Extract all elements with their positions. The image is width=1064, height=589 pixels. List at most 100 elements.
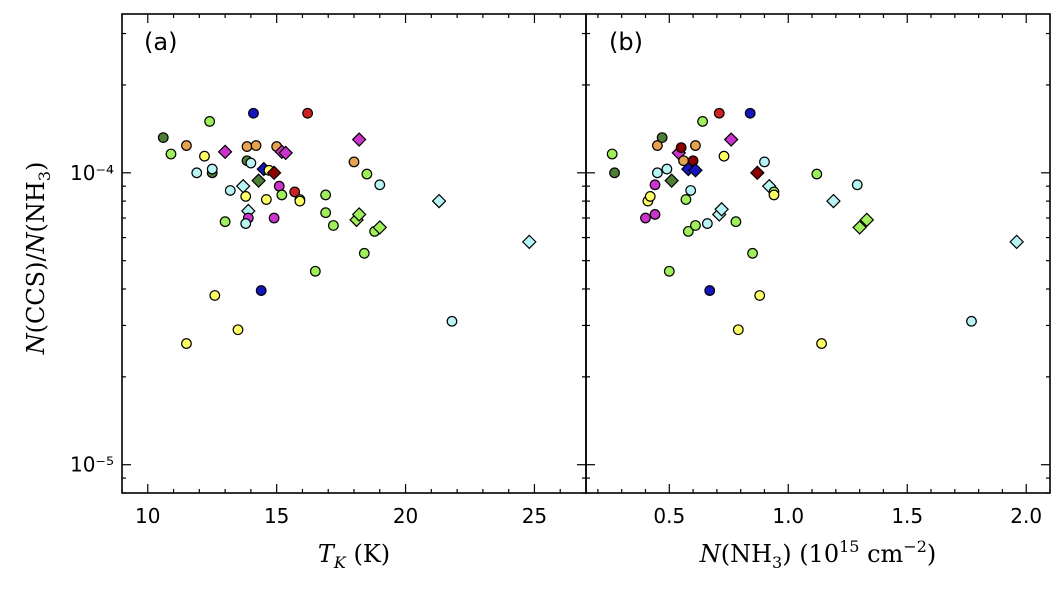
svg-text:N(CCS)/N(NH3): N(CCS)/N(NH3) xyxy=(22,162,54,356)
panel-a: 10 15 20 25 10⁻⁵ 10⁻⁴ (a) TK (K) xyxy=(70,13,587,572)
panel-b-marker-diamond xyxy=(749,165,765,181)
panel-a-marker-circle xyxy=(199,150,210,162)
panel-b-marker-circle xyxy=(649,179,661,191)
x-tick-label: 1.0 xyxy=(772,504,804,528)
panel-b-marker-circle xyxy=(685,185,697,196)
panel-b-marker-circle xyxy=(811,168,823,180)
panel-a-marker-circle xyxy=(181,338,192,349)
panel-a-label: (a) xyxy=(144,28,177,56)
panel-b-marker-circle xyxy=(663,265,675,277)
panel-b-marker-circle xyxy=(680,194,692,205)
x-tick-label: 15 xyxy=(264,504,289,528)
panel-a-marker-diamond xyxy=(278,145,294,161)
panel-b-marker-circle xyxy=(656,132,668,144)
panel-a-marker-circle xyxy=(276,189,288,201)
panel-a-marker-diamond xyxy=(235,178,251,194)
panel-a-ticks: 10 15 20 25 10⁻⁵ 10⁻⁴ xyxy=(70,14,587,528)
x-tick-label: 25 xyxy=(522,504,547,528)
y-tick-label: 10⁻⁴ xyxy=(70,161,114,185)
panel-b-marker-circle xyxy=(661,163,673,175)
panel-b-marker-circle xyxy=(744,107,756,119)
panel-b-marker-circle xyxy=(690,140,701,151)
panel-b-marker-circle xyxy=(640,212,651,224)
x-tick-label: 0.5 xyxy=(653,504,685,528)
panel-b-marker-diamond xyxy=(826,193,841,209)
x-tick-label: 1.5 xyxy=(891,504,923,528)
panel-b-marker-circle xyxy=(644,191,656,202)
panel-a-marker-circle xyxy=(165,148,177,160)
panel-b-marker-diamond xyxy=(688,162,703,178)
panel-b-marker-circle xyxy=(747,247,758,259)
panel-a-marker-circle xyxy=(361,168,373,180)
panel-a-marker-circle xyxy=(260,194,272,205)
panel-a-marker-circle xyxy=(232,324,244,336)
panel-b-marker-circle xyxy=(713,107,725,119)
panel-a-marker-circle xyxy=(348,156,360,168)
panel-b-marker-circle xyxy=(609,167,620,179)
panel-a-marker-circle xyxy=(240,218,252,229)
panel-b-marker-circle xyxy=(851,179,863,191)
panel-a-marker-circle xyxy=(289,186,301,198)
panel-b-frame xyxy=(585,13,1051,494)
panel-a-marker-circle xyxy=(224,185,236,196)
panel-a-marker-circle xyxy=(255,285,267,296)
panel-b-marker-circle xyxy=(682,225,694,237)
panel-a-marker-circle xyxy=(248,107,259,119)
panel-b-marker-diamond xyxy=(1009,234,1025,250)
panel-a-marker-circle xyxy=(181,140,192,151)
x-tick-label: 2.0 xyxy=(1010,504,1042,528)
panel-b-x-axis-label: N(NH3) (1015 cm−2) xyxy=(699,537,937,572)
panel-b-marker-circle xyxy=(701,218,713,229)
panel-a-marker-diamond xyxy=(351,132,367,147)
panel-a-marker-diamond xyxy=(351,207,367,222)
panel-b-ticks: 0.5 1.0 1.5 2.0 xyxy=(586,14,1051,528)
panel-a-frame xyxy=(121,13,587,494)
svg-text:N(NH3) (1015 cm−2): N(NH3) (1015 cm−2) xyxy=(699,537,937,572)
panel-a-marker-circle xyxy=(446,315,458,327)
panel-b-marker-circle xyxy=(697,116,708,127)
panel-b-marker-circle xyxy=(718,150,730,162)
panel-b-marker-circle xyxy=(704,285,716,296)
panel-a-marker-circle xyxy=(157,132,169,144)
panel-b-label: (b) xyxy=(609,28,643,56)
panel-b-marker-diamond xyxy=(723,132,739,147)
panel-b-marker-circle xyxy=(759,156,770,168)
x-tick-label: 10 xyxy=(135,504,160,528)
y-tick-label: 10⁻⁵ xyxy=(70,453,114,477)
x-tick-label: 20 xyxy=(393,504,418,528)
panel-b-marker-circle xyxy=(754,290,766,301)
panel-b-marker-circle xyxy=(966,315,977,327)
panel-a-marker-circle xyxy=(374,179,386,191)
panel-b-marker-diamond xyxy=(859,212,875,228)
panel-b-marker-diamond xyxy=(664,173,680,189)
panel-a-marker-circle xyxy=(191,167,203,179)
panel-b-marker-circle xyxy=(651,167,663,179)
panel-b: 0.5 1.0 1.5 2.0 (b) N(NH3) (1015 cm−2) xyxy=(585,13,1051,572)
panel-a-marker-circle xyxy=(219,216,231,228)
panel-b-markers xyxy=(606,107,1025,349)
svg-text:TK (K): TK (K) xyxy=(318,540,390,572)
panel-b-marker-diamond xyxy=(852,220,867,235)
panel-a-marker-circle xyxy=(268,212,280,224)
panel-a-marker-circle xyxy=(240,191,252,202)
panel-a-marker-circle xyxy=(250,140,262,151)
panel-a-marker-circle xyxy=(309,265,321,277)
panel-a-marker-circle xyxy=(294,195,306,207)
panel-b-marker-circle xyxy=(690,220,701,231)
panel-a-x-axis-label: TK (K) xyxy=(318,540,390,572)
panel-a-marker-circle xyxy=(327,220,339,231)
panel-b-marker-circle xyxy=(649,209,661,220)
panel-a-marker-circle xyxy=(206,163,218,175)
panel-b-marker-diamond xyxy=(714,201,729,217)
panel-a-marker-diamond xyxy=(372,220,388,235)
panel-a-marker-circle xyxy=(320,207,332,219)
panel-a-marker-circle xyxy=(209,290,221,301)
panel-a-marker-diamond xyxy=(521,234,537,250)
panel-a-marker-diamond xyxy=(266,165,282,181)
panel-a-marker-circle xyxy=(241,141,253,152)
panel-b-marker-circle xyxy=(732,324,744,336)
panel-a-marker-circle xyxy=(273,180,285,192)
y-axis-label: N(CCS)/N(NH3) xyxy=(22,162,54,356)
panel-b-marker-circle xyxy=(675,142,687,154)
